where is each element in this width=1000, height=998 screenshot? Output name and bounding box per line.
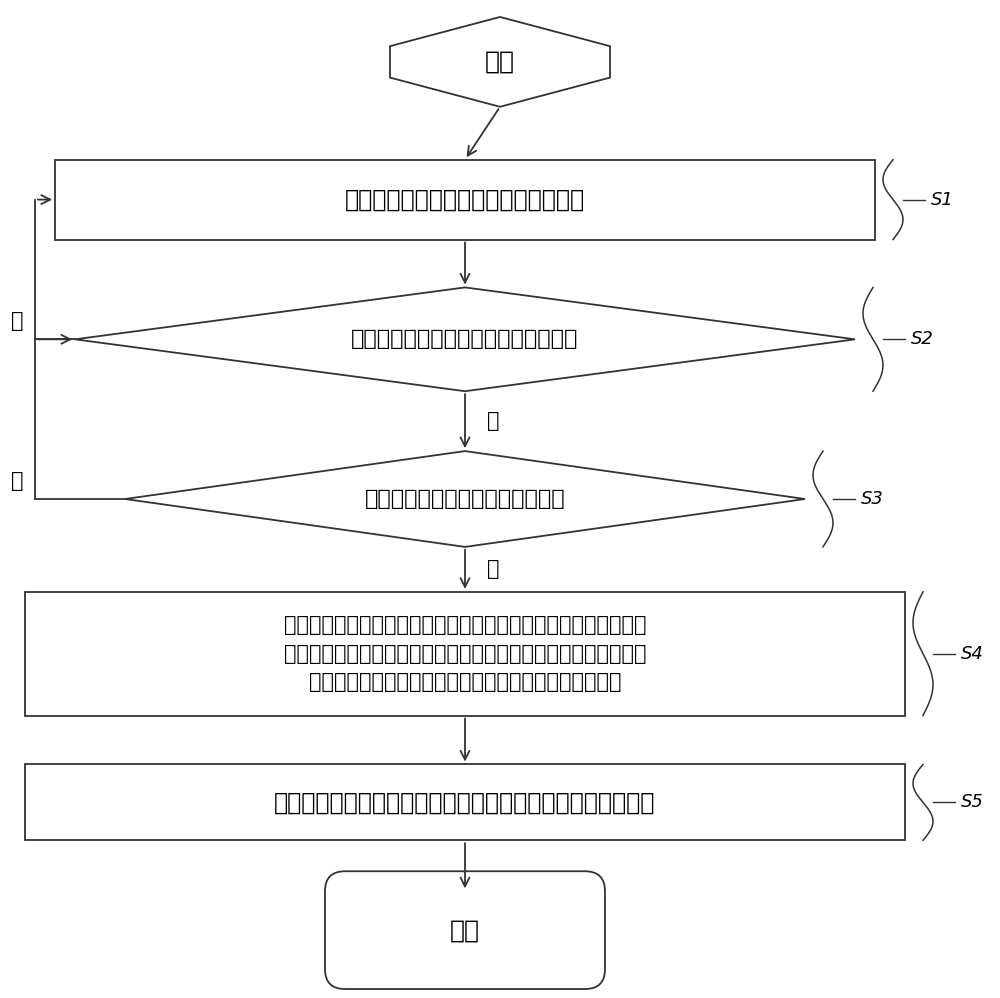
Text: 对所述第一正弦信号的瞬时值进行采样: 对所述第一正弦信号的瞬时值进行采样 [345,188,585,212]
Text: 是: 是 [487,411,500,431]
Text: S1: S1 [931,191,954,209]
Text: 否: 否 [11,471,23,491]
Text: S3: S3 [861,490,884,508]
Text: S4: S4 [961,645,984,663]
Text: S2: S2 [911,330,934,348]
Text: S5: S5 [961,793,984,811]
Text: 第一时间差值大于第二预设间隔？: 第一时间差值大于第二预设间隔？ [365,489,565,509]
Text: 确定与所述第一正弦信号的极值对应的第二正弦信号的瞬时值: 确定与所述第一正弦信号的极值对应的第二正弦信号的瞬时值 [274,790,656,814]
Text: 结束: 结束 [450,918,480,942]
Text: 将所述连续三个采样结果中第二个采样结果对应的采样时刻作为正
常过零点时刻，并将以所述正常过零点时刻为起点、延时第一预设
间隔的时刻对应的采样结果作为所述第一正弦: 将所述连续三个采样结果中第二个采样结果对应的采样时刻作为正 常过零点时刻，并将以… [284,615,646,693]
Text: 否: 否 [11,311,23,331]
Text: 开始: 开始 [485,50,515,74]
Text: 连续三个采样结果满足零点判断条件？: 连续三个采样结果满足零点判断条件？ [351,329,579,349]
Text: 是: 是 [487,559,500,580]
